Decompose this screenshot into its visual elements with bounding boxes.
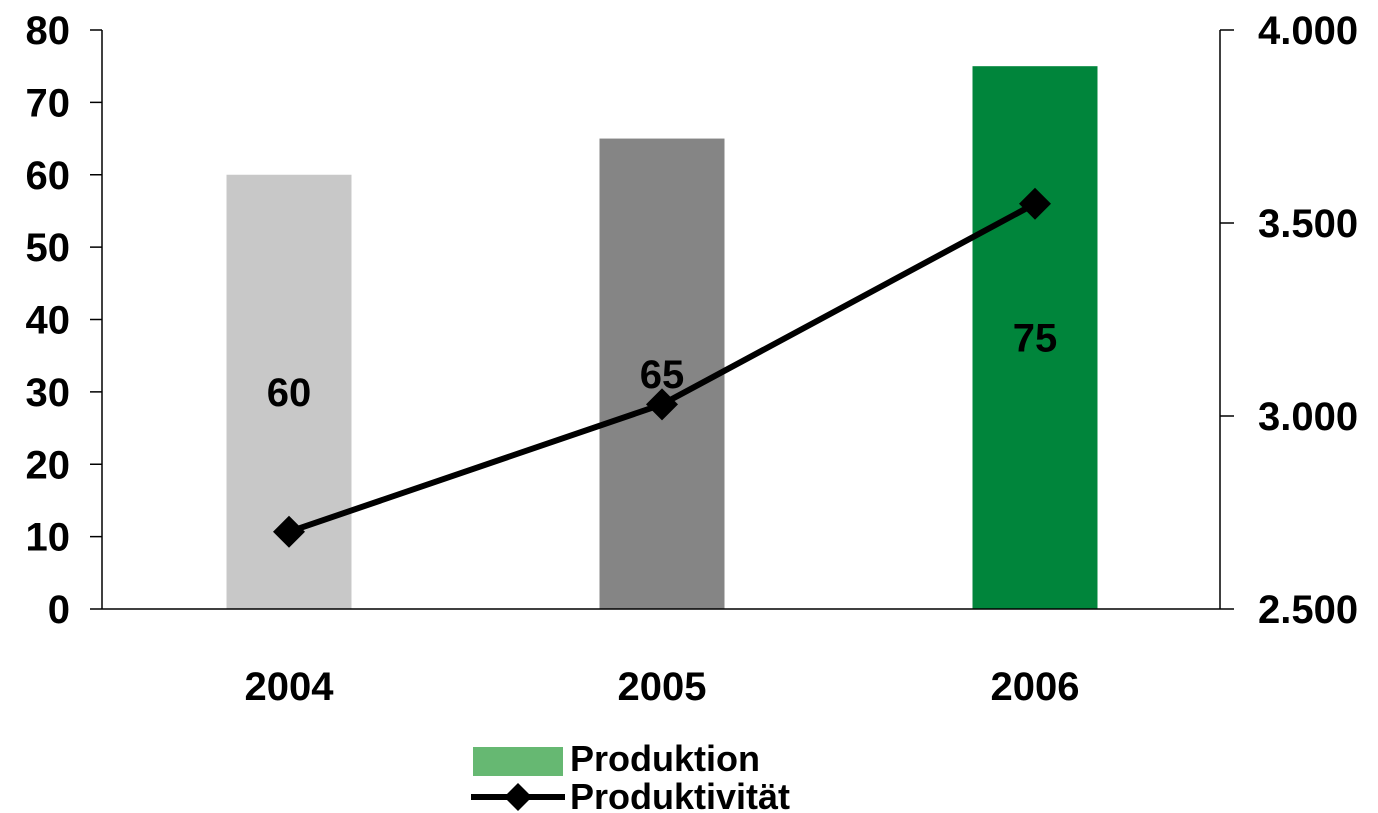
left-tick-label-20: 20 bbox=[26, 443, 71, 487]
bar-label-2004: 60 bbox=[267, 371, 312, 415]
productivity-marker-2005 bbox=[646, 388, 678, 421]
right-tick-label-3000: 3.000 bbox=[1258, 395, 1358, 439]
bar-2005 bbox=[599, 138, 725, 609]
bar-label-2006: 75 bbox=[1013, 317, 1058, 361]
x-label-2005: 2005 bbox=[618, 665, 707, 709]
productivity-marker-2006 bbox=[1019, 187, 1051, 220]
left-tick-label-0: 0 bbox=[48, 588, 70, 632]
legend-label-produktion: Produktion bbox=[570, 738, 760, 779]
right-tick-label-4000: 4.000 bbox=[1258, 9, 1358, 53]
left-tick-label-70: 70 bbox=[26, 81, 71, 125]
left-tick-label-80: 80 bbox=[26, 9, 71, 53]
left-tick-label-50: 50 bbox=[26, 226, 71, 270]
legend: Produktion Produktivität bbox=[471, 738, 790, 813]
production-bars bbox=[226, 66, 1098, 609]
left-tick-label-40: 40 bbox=[26, 299, 71, 343]
right-tick-label-3500: 3.500 bbox=[1258, 202, 1358, 246]
left-tick-label-10: 10 bbox=[26, 516, 71, 560]
right-tick-label-2500: 2.500 bbox=[1258, 588, 1358, 632]
left-tick-label-30: 30 bbox=[26, 371, 71, 415]
x-axis-labels: 2004 2005 2006 bbox=[245, 665, 1080, 709]
left-tick-label-60: 60 bbox=[26, 154, 71, 198]
x-label-2004: 2004 bbox=[245, 665, 335, 709]
x-label-2006: 2006 bbox=[991, 665, 1080, 709]
productivity-marker-2004 bbox=[273, 515, 305, 548]
left-y-axis: 0 10 20 30 40 50 60 70 80 bbox=[26, 9, 103, 632]
bar-2006 bbox=[972, 66, 1098, 609]
productivity-line bbox=[273, 187, 1051, 548]
right-y-axis: 2.500 3.000 3.500 4.000 bbox=[1219, 9, 1358, 632]
legend-swatch-produktion bbox=[473, 747, 563, 776]
legend-diamond-marker bbox=[504, 783, 532, 811]
legend-label-produktivitaet: Produktivität bbox=[570, 776, 790, 813]
